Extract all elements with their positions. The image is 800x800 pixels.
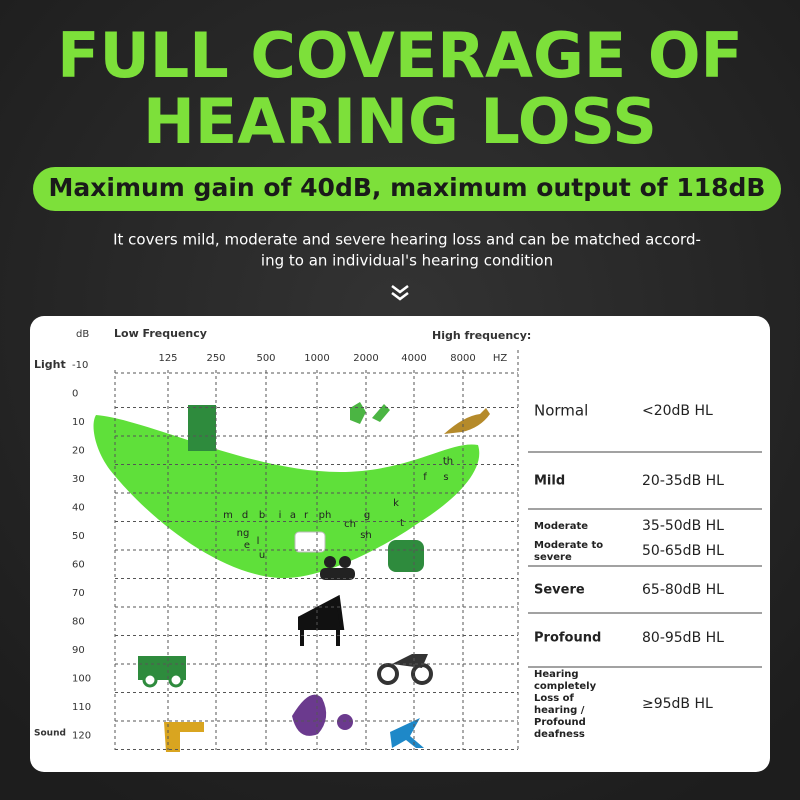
speech-sound: f bbox=[423, 472, 427, 483]
speech-sound: r bbox=[304, 510, 309, 521]
speech-sound: i bbox=[279, 510, 282, 521]
y-tick-label: 120 bbox=[72, 731, 91, 742]
category-range: <20dB HL bbox=[642, 403, 713, 419]
y-tick-label: 30 bbox=[72, 474, 85, 485]
category-name: Severe bbox=[534, 583, 585, 598]
category-name: Hearing bbox=[534, 669, 579, 680]
category-range: 35-50dB HL bbox=[642, 518, 724, 534]
y-tick-label: 110 bbox=[72, 702, 91, 713]
category-name: Profound bbox=[534, 717, 586, 728]
x-tick-label: 2000 bbox=[353, 353, 378, 364]
vacuum-icon bbox=[388, 540, 424, 572]
chevron-icon bbox=[391, 285, 409, 301]
y-tick-label: -10 bbox=[72, 360, 88, 371]
speech-sound: s bbox=[443, 472, 448, 483]
leaves-icon bbox=[350, 402, 390, 424]
speech-sound: u bbox=[259, 550, 265, 561]
music-icon bbox=[292, 694, 327, 736]
speech-banana bbox=[93, 415, 480, 579]
truck-icon bbox=[168, 672, 184, 688]
piano-icon bbox=[298, 594, 345, 646]
speech-sound: e bbox=[244, 540, 250, 551]
category-range: ≥95dB HL bbox=[642, 696, 713, 712]
light-label: Light bbox=[34, 358, 66, 371]
speech-sound: m bbox=[223, 510, 233, 521]
low-label: Low Frequency bbox=[114, 327, 207, 340]
y-tick-label: 10 bbox=[72, 417, 85, 428]
speech-sound: g bbox=[364, 510, 370, 521]
speech-sound: th bbox=[443, 456, 453, 467]
speech-sound: sh bbox=[360, 530, 372, 541]
speech-sound: ng bbox=[237, 528, 250, 539]
speech-sound: ch bbox=[344, 519, 356, 530]
highlight-pill bbox=[33, 167, 781, 211]
speech-bubble-icon bbox=[294, 531, 326, 553]
category-range: 20-35dB HL bbox=[642, 473, 724, 489]
category-name: hearing / bbox=[534, 705, 585, 716]
people-icon bbox=[320, 568, 355, 580]
truck-icon bbox=[142, 672, 158, 688]
speech-sound: d bbox=[242, 510, 248, 521]
category-name: severe bbox=[534, 552, 572, 563]
highlight: Maximum gain of 40dB, maximum output of … bbox=[49, 173, 766, 202]
description: ing to an individual's hearing condition bbox=[261, 252, 553, 270]
description: It covers mild, moderate and severe hear… bbox=[113, 231, 701, 249]
motorbike-icon bbox=[377, 663, 399, 685]
title: FULL COVERAGE OF bbox=[57, 19, 743, 92]
x-tick-label: 500 bbox=[256, 353, 275, 364]
speech-sound: a bbox=[290, 510, 296, 521]
airplane-icon bbox=[390, 718, 424, 748]
speech-sound: ph bbox=[319, 510, 332, 521]
y-tick-label: 0 bbox=[72, 389, 78, 400]
category-name: Moderate to bbox=[534, 540, 603, 551]
y-tick-label: 20 bbox=[72, 446, 85, 457]
clock-icon bbox=[188, 405, 216, 425]
x-tick-label: 8000 bbox=[450, 353, 475, 364]
category-range: 80-95dB HL bbox=[642, 630, 724, 646]
sound-label: Sound bbox=[34, 729, 66, 739]
y-tick-label: 70 bbox=[72, 588, 85, 599]
category-name: Moderate bbox=[534, 521, 588, 532]
speech-sound: l bbox=[257, 536, 260, 547]
drill-icon bbox=[164, 722, 204, 752]
category-name: deafness bbox=[534, 729, 585, 740]
high-label: High frequency: bbox=[432, 329, 531, 342]
x-unit: HZ bbox=[493, 353, 508, 364]
microphone-icon bbox=[337, 714, 353, 730]
title: HEARING LOSS bbox=[143, 85, 657, 158]
y-tick-label: 50 bbox=[72, 531, 85, 542]
category-name: completely bbox=[534, 681, 597, 692]
category-name: Normal bbox=[534, 402, 588, 420]
y-tick-label: 40 bbox=[72, 503, 85, 514]
speech-sound: b bbox=[259, 510, 265, 521]
fridge-icon bbox=[188, 425, 216, 451]
speech-sound: k bbox=[393, 498, 399, 509]
y-unit: dB bbox=[76, 329, 89, 340]
y-tick-label: 80 bbox=[72, 617, 85, 628]
category-name: Loss of bbox=[534, 693, 574, 704]
y-tick-label: 100 bbox=[72, 674, 91, 685]
category-name: Profound bbox=[534, 631, 601, 646]
category-range: 50-65dB HL bbox=[642, 543, 724, 559]
category-name: Mild bbox=[534, 474, 565, 489]
people-icon bbox=[339, 556, 351, 568]
x-tick-label: 250 bbox=[206, 353, 225, 364]
icons bbox=[138, 402, 490, 752]
people-icon bbox=[324, 556, 336, 568]
x-tick-label: 1000 bbox=[304, 353, 329, 364]
bird-icon bbox=[444, 408, 490, 434]
category-range: 65-80dB HL bbox=[642, 582, 724, 598]
y-tick-label: 60 bbox=[72, 560, 85, 571]
x-tick-label: 125 bbox=[158, 353, 177, 364]
speech-sound: t bbox=[400, 518, 404, 529]
motorbike-icon bbox=[392, 654, 428, 668]
x-tick-label: 4000 bbox=[401, 353, 426, 364]
y-tick-label: 90 bbox=[72, 645, 85, 656]
